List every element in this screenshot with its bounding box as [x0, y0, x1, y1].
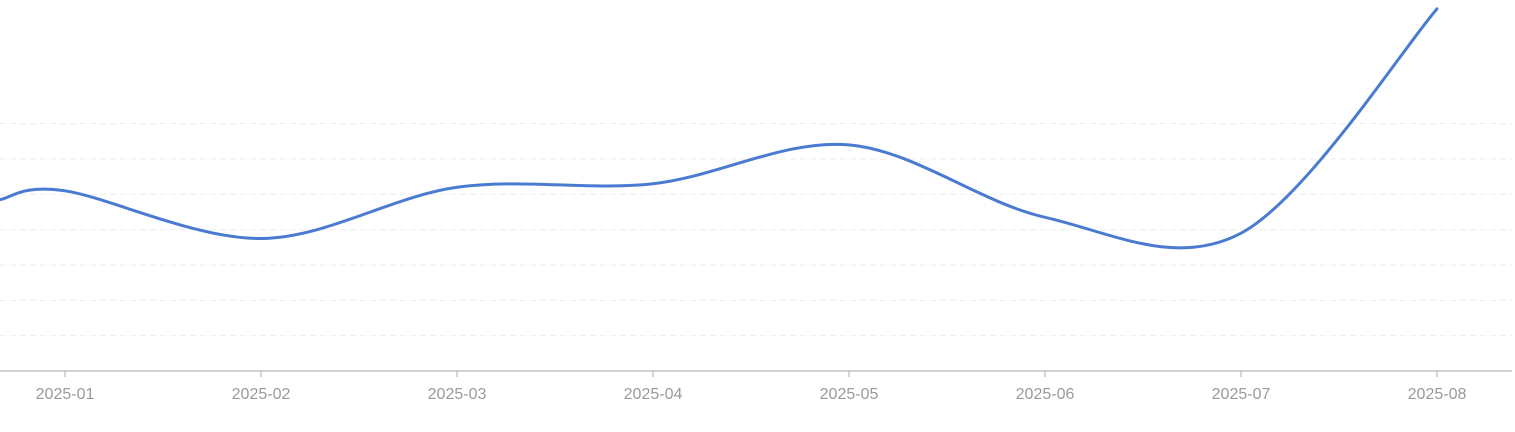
x-tick-label-2025-08: 2025-08	[1408, 386, 1467, 403]
grid-layer	[0, 123, 1512, 337]
x-tick-label-2025-06: 2025-06	[1016, 386, 1075, 403]
x-axis: 2025-01 2025-02 2025-03 2025-04 2025-05 2025-…	[0, 370, 1512, 403]
x-tick-label-2025-07: 2025-07	[1212, 386, 1271, 403]
x-tick-label-2025-03: 2025-03	[428, 386, 487, 403]
x-tick-label-2025-02: 2025-02	[232, 386, 291, 403]
series-layer	[0, 7, 1439, 250]
x-tick-label-2025-01: 2025-01	[36, 386, 95, 403]
x-tick-label-2025-05: 2025-05	[820, 386, 879, 403]
series-line-1	[0, 7, 1439, 250]
x-tick-label-2025-04: 2025-04	[624, 386, 683, 403]
